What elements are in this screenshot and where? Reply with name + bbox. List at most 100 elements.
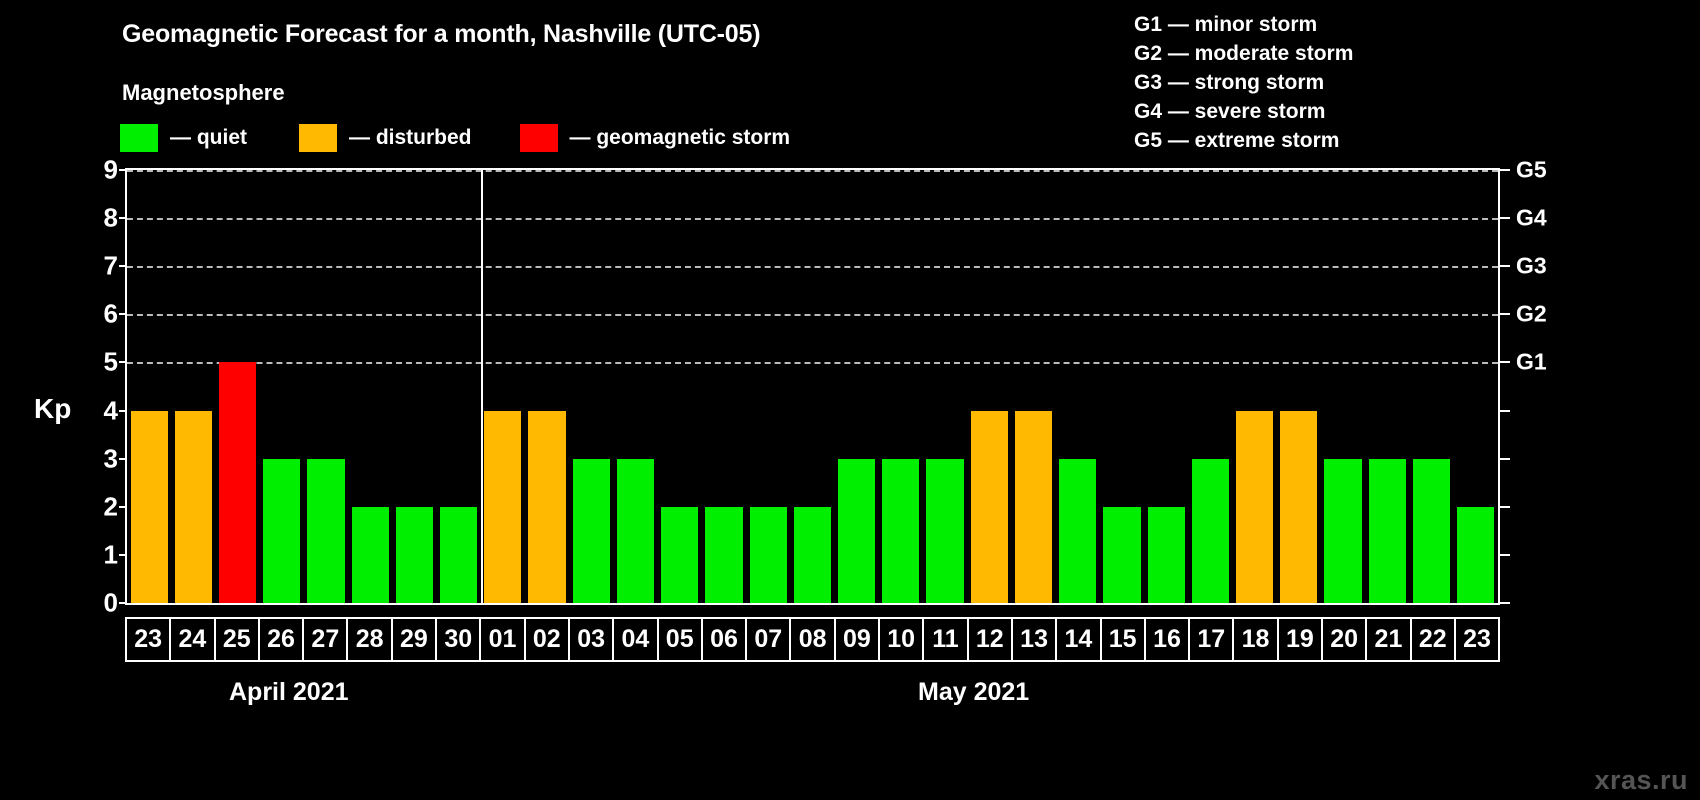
bar-cell — [879, 170, 923, 603]
right-tick-mark-4 — [1500, 409, 1510, 412]
bar-28-kp-2[interactable] — [351, 506, 389, 603]
bar-cell — [437, 170, 481, 603]
legend-swatch-storm — [519, 124, 558, 152]
g-tick-label-g4: G4 — [1516, 204, 1547, 231]
bar-cell — [127, 170, 171, 603]
legend-label-disturbed: — disturbed — [349, 126, 472, 149]
bar-cell — [967, 170, 1011, 603]
day-label-03[interactable]: 03 — [570, 619, 615, 660]
bar-24-kp-4[interactable] — [174, 410, 212, 603]
bar-10-kp-3[interactable] — [882, 458, 920, 603]
bar-09-kp-3[interactable] — [838, 458, 876, 603]
right-tick-mark-5 — [1500, 361, 1510, 364]
day-label-20[interactable]: 20 — [1323, 619, 1368, 660]
bar-cell — [1100, 170, 1144, 603]
legend-item-quiet: — quiet — [120, 124, 247, 152]
bar-15-kp-2[interactable] — [1103, 506, 1141, 603]
day-label-13[interactable]: 13 — [1013, 619, 1058, 660]
right-tick-mark-6 — [1500, 313, 1510, 316]
bar-06-kp-2[interactable] — [705, 506, 743, 603]
day-label-09[interactable]: 09 — [836, 619, 881, 660]
gridline-kp-9 — [127, 170, 1498, 172]
month-label-may: May 2021 — [918, 678, 1030, 706]
day-label-05[interactable]: 05 — [659, 619, 703, 660]
day-label-28[interactable]: 28 — [348, 619, 393, 660]
bar-26-kp-3[interactable] — [263, 458, 301, 603]
day-label-17[interactable]: 17 — [1190, 619, 1235, 660]
bar-23-kp-2[interactable] — [1457, 506, 1495, 603]
bar-cell — [702, 170, 746, 603]
y-tick-mark-5 — [119, 361, 129, 364]
y-tick-label-0: 0 — [103, 587, 118, 618]
y-tick-label-3: 3 — [103, 443, 118, 474]
right-tick-mark-8 — [1500, 217, 1510, 220]
day-label-26[interactable]: 26 — [260, 619, 305, 660]
y-tick-label-1: 1 — [103, 539, 118, 570]
g-tick-label-g1: G1 — [1516, 348, 1547, 375]
bar-14-kp-3[interactable] — [1059, 458, 1097, 603]
day-label-01[interactable]: 01 — [481, 619, 526, 660]
day-label-04[interactable]: 04 — [614, 619, 659, 660]
y-tick-mark-8 — [119, 217, 129, 220]
day-label-12[interactable]: 12 — [969, 619, 1013, 660]
bar-cell — [171, 170, 215, 603]
bar-04-kp-3[interactable] — [616, 458, 655, 603]
day-label-21[interactable]: 21 — [1367, 619, 1412, 660]
g-scale-legend: G1 — minor storm G2 — moderate storm G3 … — [1134, 10, 1353, 155]
day-label-19[interactable]: 19 — [1279, 619, 1324, 660]
day-label-25[interactable]: 25 — [216, 619, 260, 660]
bar-23-kp-4[interactable] — [130, 410, 168, 603]
bar-05-kp-2[interactable] — [661, 506, 699, 603]
bar-25-kp-5[interactable] — [218, 362, 257, 603]
bar-20-kp-3[interactable] — [1324, 458, 1362, 603]
bar-29-kp-2[interactable] — [395, 506, 434, 603]
bar-cell — [304, 170, 348, 603]
day-label-16[interactable]: 16 — [1146, 619, 1191, 660]
bar-cell — [658, 170, 702, 603]
day-label-18[interactable]: 18 — [1234, 619, 1279, 660]
bar-cell — [746, 170, 790, 603]
bar-cell — [1144, 170, 1188, 603]
bar-16-kp-2[interactable] — [1147, 506, 1185, 603]
bar-19-kp-4[interactable] — [1280, 410, 1318, 603]
bar-11-kp-3[interactable] — [926, 458, 964, 603]
day-label-23[interactable]: 23 — [1463, 625, 1491, 653]
day-label-15[interactable]: 15 — [1102, 619, 1146, 660]
bar-12-kp-4[interactable] — [970, 410, 1008, 603]
bar-22-kp-3[interactable] — [1412, 458, 1451, 603]
y-tick-mark-4 — [119, 409, 129, 412]
day-label-23[interactable]: 23 — [127, 619, 172, 660]
gridline-kp-8 — [127, 218, 1498, 221]
watermark: xras.ru — [1594, 765, 1688, 795]
bar-cell — [1232, 170, 1276, 603]
bar-18-kp-4[interactable] — [1235, 410, 1274, 603]
bar-08-kp-2[interactable] — [793, 506, 831, 603]
day-label-27[interactable]: 27 — [304, 619, 349, 660]
bar-27-kp-3[interactable] — [307, 458, 345, 603]
day-label-30[interactable]: 30 — [437, 619, 482, 660]
day-label-22[interactable]: 22 — [1412, 619, 1456, 660]
y-tick-label-9: 9 — [103, 154, 118, 185]
y-tick-label-2: 2 — [103, 491, 118, 522]
day-label-06[interactable]: 06 — [703, 619, 748, 660]
bar-13-kp-4[interactable] — [1014, 410, 1053, 603]
day-label-24[interactable]: 24 — [171, 619, 216, 660]
day-label-10[interactable]: 10 — [880, 619, 925, 660]
day-label-07[interactable]: 07 — [747, 619, 792, 660]
bar-cell — [525, 170, 569, 603]
bar-01-kp-4[interactable] — [484, 410, 522, 603]
bar-cell — [790, 170, 834, 603]
bar-cell — [569, 170, 613, 603]
day-label-11[interactable]: 11 — [924, 619, 969, 660]
bar-30-kp-2[interactable] — [440, 506, 478, 603]
bar-03-kp-3[interactable] — [572, 458, 610, 603]
bar-07-kp-2[interactable] — [749, 506, 787, 603]
day-label-08[interactable]: 08 — [791, 619, 836, 660]
bar-02-kp-4[interactable] — [528, 410, 566, 603]
legend-item-disturbed: — disturbed — [299, 124, 472, 152]
day-label-14[interactable]: 14 — [1057, 619, 1102, 660]
bar-17-kp-3[interactable] — [1191, 458, 1229, 603]
day-label-29[interactable]: 29 — [393, 619, 438, 660]
day-label-02[interactable]: 02 — [526, 619, 570, 660]
bar-21-kp-3[interactable] — [1368, 458, 1406, 603]
